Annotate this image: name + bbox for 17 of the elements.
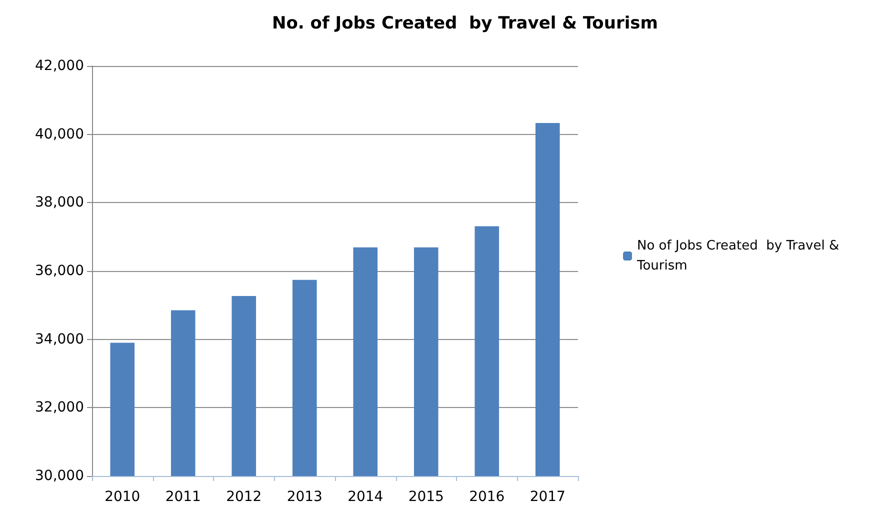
y-tick-label: 34,000 [35, 331, 84, 348]
x-tick-label: 2017 [530, 489, 566, 505]
x-tick-label: 2016 [469, 489, 505, 505]
y-tick-label: 32,000 [35, 400, 84, 416]
y-tick-label: 42,000 [35, 58, 84, 74]
x-tick-label: 2010 [104, 489, 140, 505]
x-tick-label: 2013 [286, 489, 322, 505]
x-tick-label: 2014 [348, 489, 384, 505]
x-tick-label: 2012 [226, 489, 262, 505]
x-tick-label: 2015 [408, 489, 444, 505]
legend-label: No of Jobs Created by Travel & Tourism [636, 238, 844, 274]
y-tick-label: 30,000 [35, 468, 84, 484]
y-tick-label: 40,000 [35, 126, 84, 142]
chart-title: No. of Jobs Created by Travel & Tourism [272, 14, 658, 34]
x-tick-label: 2011 [165, 489, 201, 505]
y-tick-label: 38,000 [35, 194, 84, 211]
y-tick-label: 36,000 [35, 263, 84, 279]
